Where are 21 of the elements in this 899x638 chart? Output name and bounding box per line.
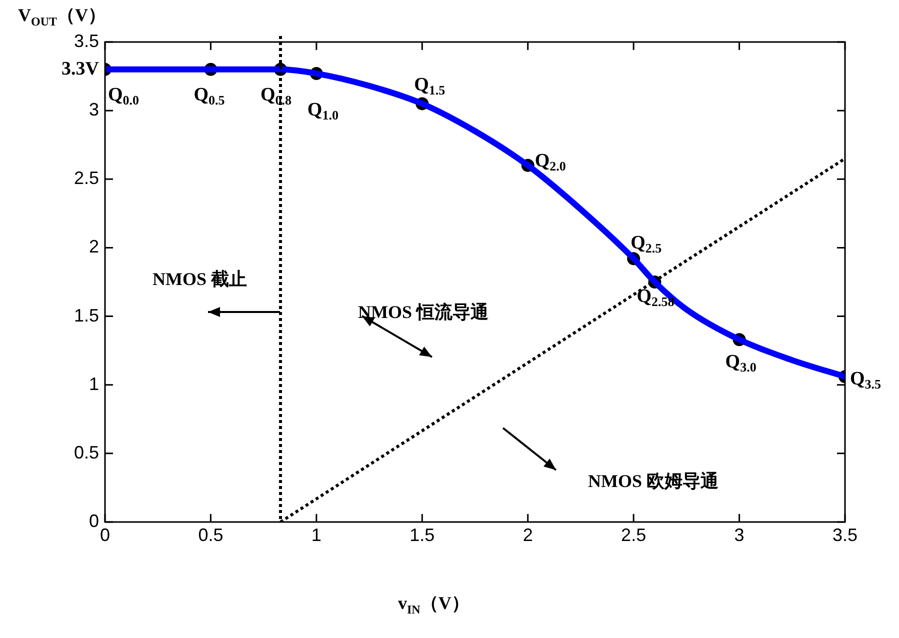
y-tick-label: 1 [88,374,99,394]
y-tick-label: 3 [88,100,99,120]
annotation: NMOS 截止 [152,269,247,290]
y-tick-label: 2 [88,236,99,257]
x-tick-label: 0.5 [198,524,224,545]
x-tick-label: 2 [522,524,533,545]
y-tick-label: 3.3V [62,58,100,80]
y-axis-title: V$_{OUT}$（V） [18,5,106,29]
y-tick-label: 2.5 [74,168,99,188]
annotation: NMOS 恒流导通 [358,302,488,322]
x-tick-label: 1 [311,524,322,545]
y-tick-label: 0.5 [74,442,99,462]
x-tick-label: 3 [734,524,744,545]
x-tick-label: 2.5 [621,524,646,545]
y-tick-label: 3.5 [74,30,99,51]
annotation: NMOS 欧姆导通 [588,471,718,491]
x-axis-title: v$_{IN}$（V） [398,593,470,617]
y-tick-label: 0 [88,510,99,531]
x-tick-label: 1.5 [410,524,435,545]
x-tick-label: 3.5 [832,524,858,545]
y-tick-label: 1.5 [74,305,99,326]
